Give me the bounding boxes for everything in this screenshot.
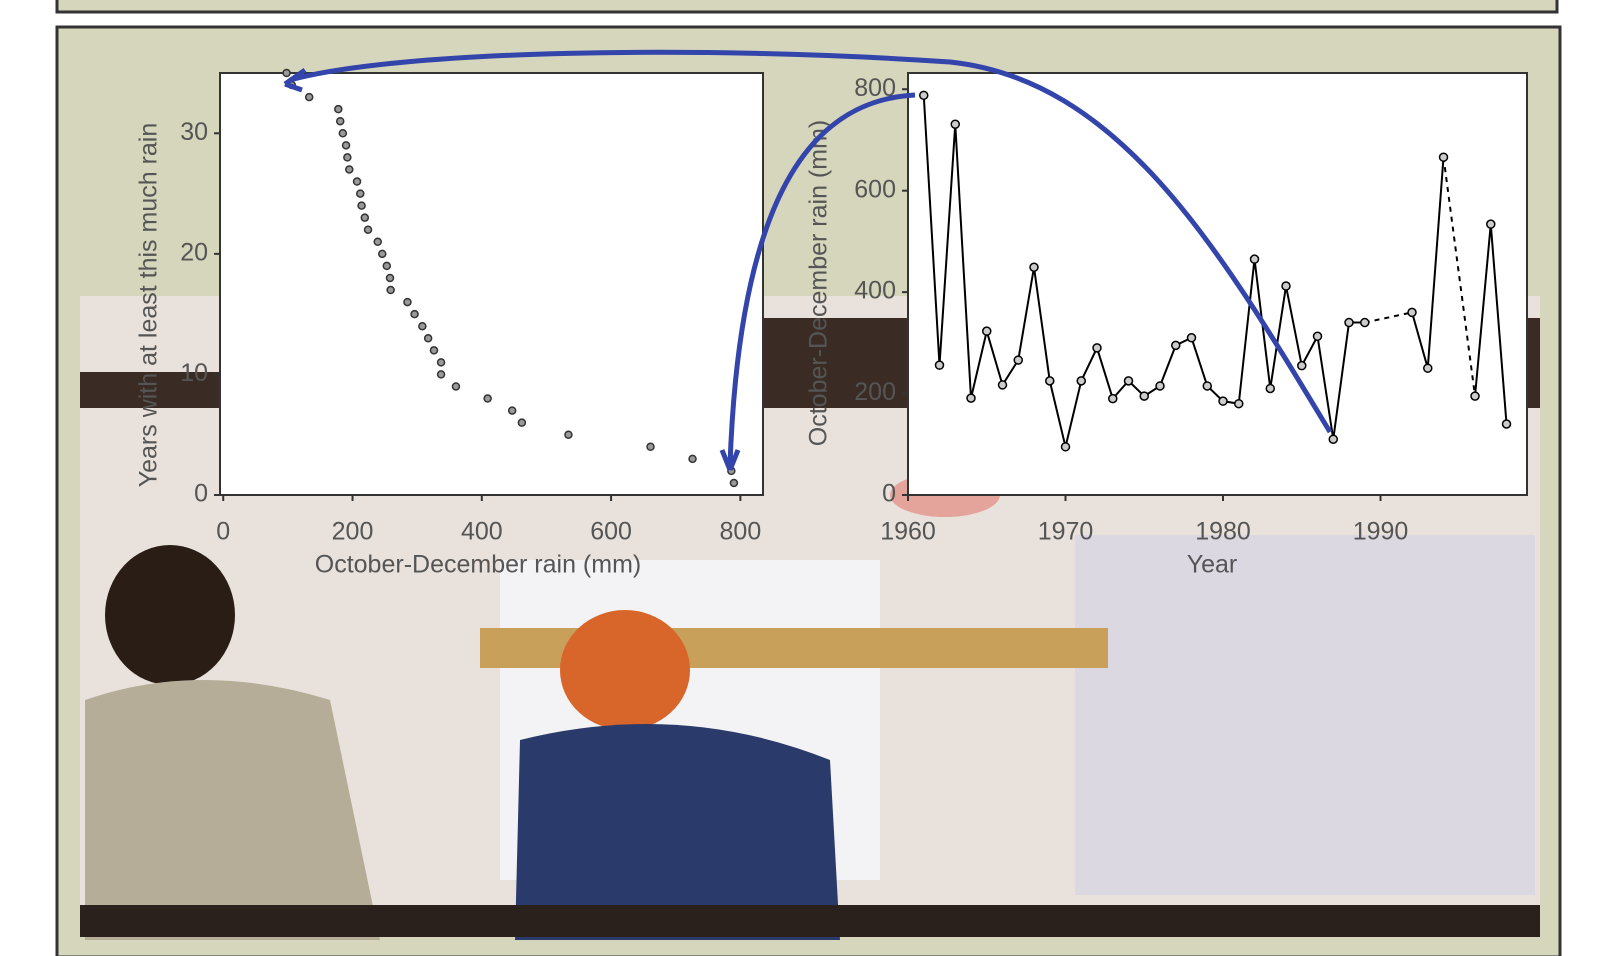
x-tick-label: 1960 — [880, 518, 936, 546]
point — [1251, 255, 1259, 263]
x-tick-label: 200 — [332, 518, 374, 546]
point — [1172, 341, 1180, 349]
x-tick-label: 400 — [461, 518, 503, 546]
y-tick-label: 400 — [854, 277, 896, 305]
photo-poster — [1075, 535, 1535, 895]
point — [1077, 377, 1085, 385]
point — [518, 419, 525, 426]
point — [1188, 334, 1196, 342]
y-tick-label: 0 — [194, 480, 208, 508]
point — [335, 106, 342, 113]
point — [1014, 356, 1022, 364]
point — [379, 250, 386, 257]
point — [354, 178, 361, 185]
page: {"chart_data": [ {"type": "scatter", "x_… — [0, 0, 1598, 956]
point — [1329, 435, 1337, 443]
point — [1503, 420, 1511, 428]
point — [1298, 362, 1306, 370]
point — [1093, 344, 1101, 352]
point — [339, 130, 346, 137]
point — [343, 142, 350, 149]
point — [730, 479, 737, 486]
point — [1046, 377, 1054, 385]
point — [374, 238, 381, 245]
point — [404, 299, 411, 306]
point — [365, 226, 372, 233]
point — [647, 443, 654, 450]
top-panel — [57, 0, 1557, 12]
point — [1487, 220, 1495, 228]
y-tick-label: 0 — [882, 480, 896, 508]
y-tick-label: 600 — [854, 175, 896, 203]
point — [1314, 332, 1322, 340]
point — [283, 70, 290, 77]
photo-headscarf — [560, 610, 690, 730]
point — [565, 431, 572, 438]
point — [1156, 382, 1164, 390]
point — [361, 214, 368, 221]
point — [383, 262, 390, 269]
point — [1235, 400, 1243, 408]
point — [452, 383, 459, 390]
x-axis-title: Year — [1187, 551, 1238, 579]
point — [1345, 319, 1353, 327]
point — [999, 381, 1007, 389]
point — [1408, 308, 1416, 316]
point — [1219, 397, 1227, 405]
y-tick-label: 30 — [180, 118, 208, 146]
y-tick-label: 10 — [180, 359, 208, 387]
point — [337, 118, 344, 125]
point — [509, 407, 516, 414]
point — [306, 94, 313, 101]
point — [1109, 395, 1117, 403]
photo-person-head — [105, 545, 235, 685]
x-axis-title: October-December rain (mm) — [315, 551, 641, 579]
x-tick-label: 1980 — [1195, 518, 1251, 546]
point — [1471, 392, 1479, 400]
point — [920, 91, 928, 99]
point — [1266, 384, 1274, 392]
y-axis-title: Years with at least this much rain — [135, 123, 163, 488]
figure: October-December rain (mm) Years with at… — [0, 0, 1598, 956]
point — [387, 287, 394, 294]
x-tick-label: 1970 — [1038, 518, 1094, 546]
point — [438, 359, 445, 366]
x-tick-label: 0 — [216, 518, 230, 546]
point — [936, 361, 944, 369]
point — [346, 166, 353, 173]
point — [419, 323, 426, 330]
point — [1062, 443, 1070, 451]
point — [1440, 153, 1448, 161]
y-tick-label: 20 — [180, 238, 208, 266]
y-tick-label: 200 — [854, 378, 896, 406]
point — [357, 190, 364, 197]
point — [344, 154, 351, 161]
x-tick-label: 1990 — [1353, 518, 1409, 546]
plot-area — [220, 73, 763, 495]
x-tick-label: 800 — [720, 518, 762, 546]
point — [438, 371, 445, 378]
y-axis-title: October-December rain (mm) — [805, 120, 833, 446]
point — [425, 335, 432, 342]
point — [1424, 364, 1432, 372]
point — [1361, 319, 1369, 327]
point — [1282, 282, 1290, 290]
point — [689, 455, 696, 462]
point — [1140, 392, 1148, 400]
point — [983, 327, 991, 335]
point — [430, 347, 437, 354]
point — [1203, 382, 1211, 390]
x-tick-label: 600 — [590, 518, 632, 546]
point — [1030, 263, 1038, 271]
point — [951, 120, 959, 128]
point — [387, 274, 394, 281]
point — [484, 395, 491, 402]
photo-floor — [80, 905, 1540, 937]
point — [1125, 377, 1133, 385]
point — [967, 394, 975, 402]
point — [358, 202, 365, 209]
point — [411, 311, 418, 318]
